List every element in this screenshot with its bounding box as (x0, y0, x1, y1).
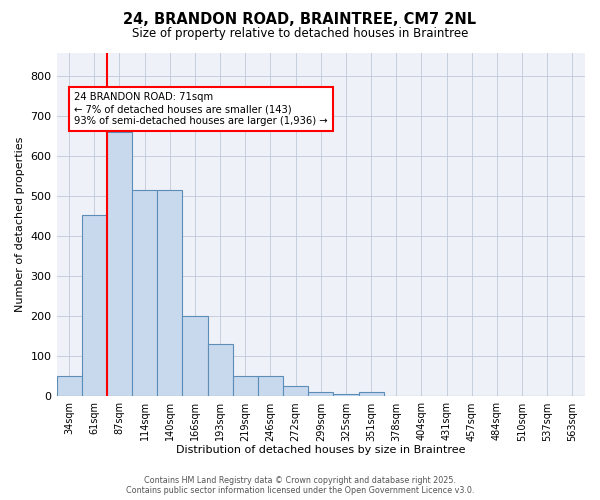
Bar (208, 344, 233, 397)
Bar (308, 392, 334, 396)
Bar (182, 316, 208, 396)
Bar (258, 376, 283, 396)
Bar (233, 376, 258, 396)
Bar (283, 386, 308, 396)
Bar (334, 394, 359, 396)
Bar (107, 132, 132, 396)
Text: Contains HM Land Registry data © Crown copyright and database right 2025.
Contai: Contains HM Land Registry data © Crown c… (126, 476, 474, 495)
Text: Size of property relative to detached houses in Braintree: Size of property relative to detached ho… (132, 28, 468, 40)
Y-axis label: Number of detached properties: Number of detached properties (15, 137, 25, 312)
Bar (132, 190, 157, 396)
Text: 24, BRANDON ROAD, BRAINTREE, CM7 2NL: 24, BRANDON ROAD, BRAINTREE, CM7 2NL (124, 12, 476, 28)
Bar (359, 392, 383, 396)
Bar (56, 376, 82, 396)
Bar (82, 216, 107, 396)
Text: 24 BRANDON ROAD: 71sqm
← 7% of detached houses are smaller (143)
93% of semi-det: 24 BRANDON ROAD: 71sqm ← 7% of detached … (74, 92, 328, 126)
Bar (157, 190, 182, 396)
X-axis label: Distribution of detached houses by size in Braintree: Distribution of detached houses by size … (176, 445, 466, 455)
